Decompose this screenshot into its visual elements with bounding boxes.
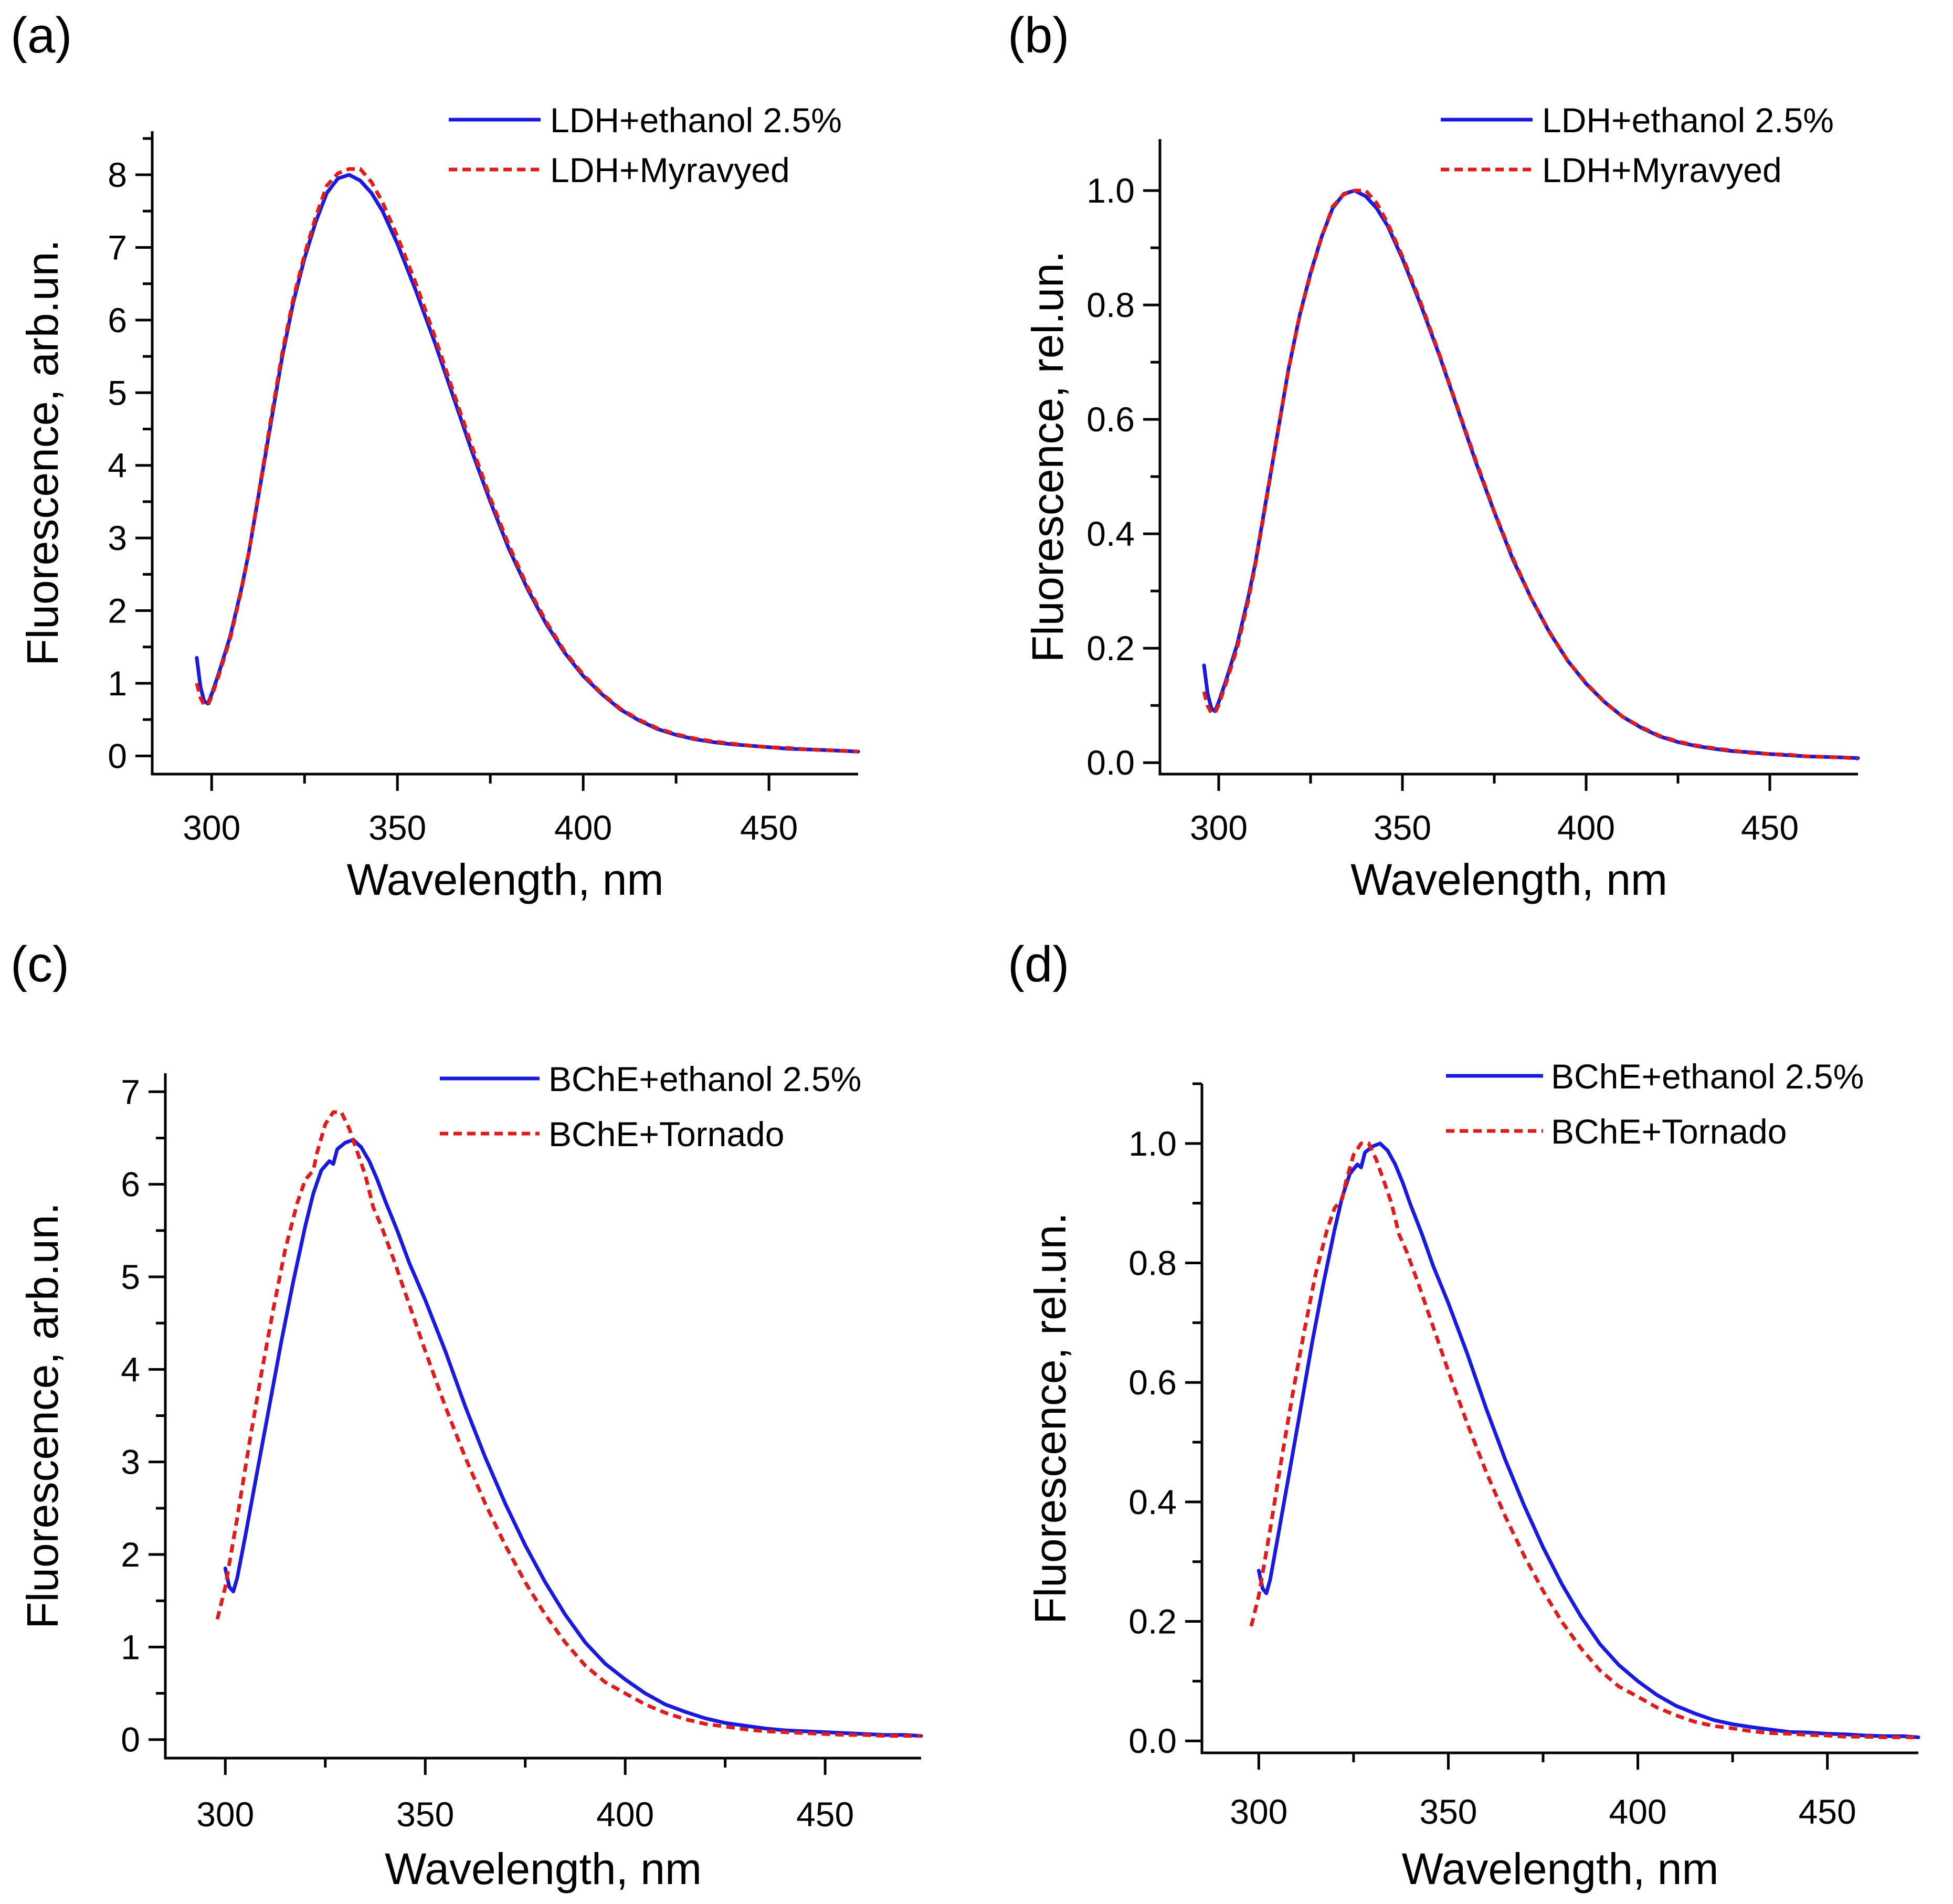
y-tick-label: 0: [108, 736, 127, 775]
y-axis-label: Fluorescence, arb.un.: [18, 239, 67, 665]
y-tick-label: 3: [121, 1443, 140, 1482]
axes-frame-d: [1200, 1084, 1918, 1754]
y-tick-label: 0.6: [1128, 1363, 1177, 1402]
series-line-2: [215, 1110, 921, 1738]
legend-entry-1: BChE+ethanol 2.5%: [1551, 1057, 1864, 1096]
x-tick-label: 400: [1557, 808, 1615, 847]
panel-label-c: (c): [10, 936, 69, 992]
x-tick-label: 350: [1419, 1792, 1477, 1831]
axes-frame-c: [164, 1073, 921, 1760]
y-tick-label: 0.4: [1128, 1483, 1177, 1521]
series-line-1: [223, 1138, 923, 1738]
y-tick-label: 1: [121, 1627, 140, 1666]
x-tick-label: 300: [1230, 1792, 1287, 1831]
y-axis-label: Fluorescence, arb.un.: [18, 1202, 67, 1628]
chart-panel-d: (d) 300 350 400 450 0.0 0.2 0.4 0.6 0.8 1.0 Wavelen…: [1008, 936, 1920, 1894]
series-line-2: [195, 167, 859, 754]
x-tick-label: 300: [1190, 808, 1248, 847]
legend-entry-2: LDH+Myravyed: [550, 151, 790, 189]
y-tick-label: 0: [121, 1720, 140, 1759]
y-axis-label: Fluorescence, rel.un.: [1026, 1212, 1075, 1624]
legend-entry-1: LDH+ethanol 2.5%: [550, 101, 842, 140]
y-tick-label: 0.6: [1086, 400, 1135, 439]
y-axis-label: Fluorescence, rel.un.: [1023, 251, 1072, 662]
y-tick-label: 0.4: [1086, 514, 1135, 553]
y-tick-label: 6: [108, 301, 127, 340]
panel-label-d: (d): [1008, 936, 1069, 992]
panel-label-b: (b): [1008, 7, 1069, 64]
legend-entry-1: BChE+ethanol 2.5%: [548, 1060, 861, 1098]
y-tick-label: 0.0: [1086, 743, 1135, 782]
x-axis-label: Wavelength, nm: [385, 1844, 702, 1894]
y-tick-label: 6: [121, 1165, 140, 1204]
chart-panel-b: (b) 300 350 400 450 0.0 0.2 0.4 0.6 0.8 1.0 Wavelen…: [1008, 7, 1860, 904]
y-tick-label: 8: [108, 155, 127, 194]
y-tick-label: 1.0: [1128, 1124, 1177, 1163]
y-tick-label: 5: [108, 373, 127, 412]
x-tick-label: 450: [1741, 808, 1799, 847]
series-line-1: [1257, 1141, 1920, 1739]
legend-entry-1: LDH+ethanol 2.5%: [1542, 101, 1834, 140]
y-tick-label: 2: [121, 1535, 140, 1574]
y-tick-label: 4: [108, 446, 127, 485]
x-axis-label: Wavelength, nm: [1350, 855, 1667, 904]
y-tick-label: 0.8: [1128, 1244, 1177, 1283]
y-tick-label: 5: [121, 1257, 140, 1296]
legend-entry-2: BChE+Tornado: [548, 1115, 784, 1154]
y-tick-label: 0.8: [1086, 285, 1135, 324]
x-tick-label: 450: [796, 1795, 854, 1834]
y-tick-label: 4: [121, 1350, 140, 1389]
axes-frame-b: [1158, 139, 1858, 776]
series-line-1: [1202, 188, 1860, 760]
x-tick-label: 350: [1374, 808, 1431, 847]
series-line-2: [1202, 188, 1859, 761]
x-tick-label: 300: [183, 808, 240, 847]
panel-label-a: (a): [10, 7, 72, 64]
chart-panel-c: (c) 300 350 400 450 0 1 2 3 4 5 6 7 Wavelength, nm Flu…: [10, 936, 923, 1894]
legend-entry-2: BChE+Tornado: [1551, 1112, 1787, 1151]
x-tick-label: 400: [1609, 1792, 1666, 1831]
chart-panel-a: (a) 300 350 400 450 0 1 2 3 4 5 6 7 8 Wavelength, nm Fl…: [10, 7, 860, 904]
y-tick-label: 0.0: [1128, 1721, 1177, 1760]
y-tick-label: 3: [108, 519, 127, 557]
x-tick-label: 400: [596, 1795, 654, 1834]
y-tick-label: 7: [108, 228, 127, 267]
series-line-2: [1249, 1141, 1918, 1739]
x-axis-label: Wavelength, nm: [347, 855, 664, 904]
legend-entry-2: LDH+Myravyed: [1542, 151, 1782, 189]
series-line-1: [195, 173, 860, 754]
x-tick-label: 450: [740, 808, 798, 847]
y-tick-label: 1: [108, 664, 127, 703]
y-tick-label: 7: [121, 1072, 140, 1111]
x-tick-label: 400: [554, 808, 612, 847]
y-tick-label: 1.0: [1086, 171, 1135, 210]
y-tick-label: 0.2: [1128, 1602, 1177, 1641]
x-axis-label: Wavelength, nm: [1402, 1844, 1719, 1894]
axes-frame-a: [151, 131, 858, 776]
x-tick-label: 350: [368, 808, 426, 847]
y-tick-label: 0.2: [1086, 629, 1135, 668]
x-tick-label: 450: [1799, 1792, 1856, 1831]
y-tick-label: 2: [108, 591, 127, 630]
x-tick-label: 300: [196, 1795, 254, 1834]
x-tick-label: 350: [396, 1795, 454, 1834]
